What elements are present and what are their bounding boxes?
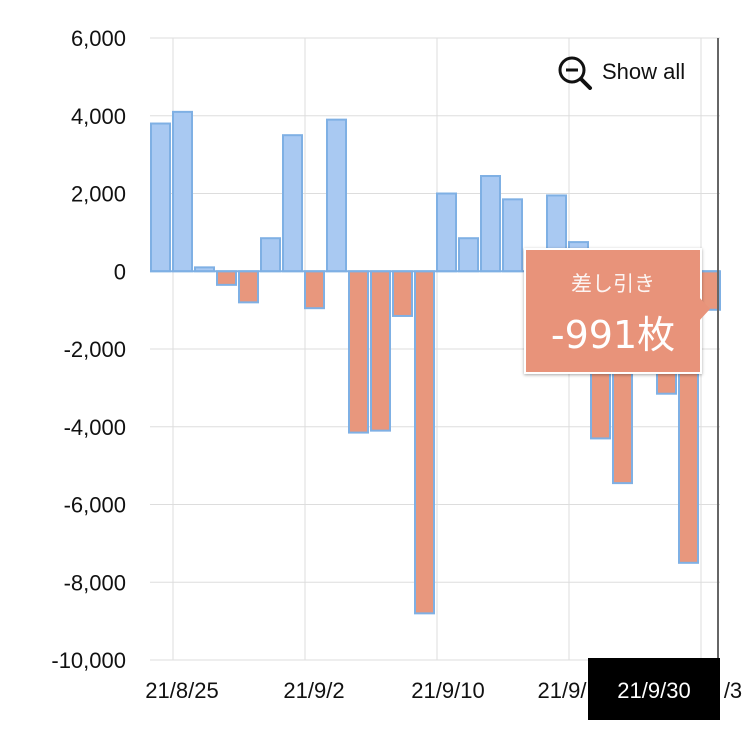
x-tick-label: /3 <box>724 678 742 703</box>
bar[interactable] <box>370 270 391 432</box>
bar[interactable] <box>304 270 325 310</box>
bar[interactable] <box>150 122 171 273</box>
tooltip: 差し引き -991枚 <box>524 248 702 374</box>
x-axis-labels: 21/8/25 21/9/2 21/9/10 21/9/ /3 <box>145 678 742 703</box>
y-tick-label: 0 <box>114 259 126 284</box>
bar[interactable] <box>282 134 303 273</box>
y-tick-label: -6,000 <box>64 493 126 518</box>
y-tick-label: -8,000 <box>64 570 126 595</box>
bar[interactable] <box>502 198 523 273</box>
x-tick-label: 21/9/ <box>538 678 588 703</box>
y-tick-label: 4,000 <box>71 104 126 129</box>
bar[interactable] <box>458 237 479 273</box>
tooltip-label: 差し引き <box>571 273 655 296</box>
y-tick-label: -10,000 <box>51 648 126 673</box>
tooltip-arrow <box>698 296 710 322</box>
bar[interactable] <box>172 110 193 273</box>
bar[interactable] <box>414 270 435 615</box>
zoom-out-icon <box>558 56 592 90</box>
bar[interactable] <box>348 270 369 434</box>
y-tick-label: 2,000 <box>71 182 126 207</box>
bar[interactable] <box>326 118 347 273</box>
x-tick-label: 21/8/25 <box>145 678 218 703</box>
bar[interactable] <box>436 192 457 273</box>
y-tick-label: -4,000 <box>64 415 126 440</box>
show-all-button[interactable]: Show all <box>556 54 685 90</box>
bar[interactable] <box>480 175 501 273</box>
tooltip-value: -991枚 <box>550 313 676 357</box>
show-all-label: Show all <box>602 59 686 84</box>
bar[interactable] <box>216 270 237 286</box>
bar[interactable] <box>238 270 259 304</box>
x-tick-label: 21/9/2 <box>283 678 344 703</box>
x-tick-label: 21/9/10 <box>411 678 484 703</box>
y-tick-label: -2,000 <box>64 337 126 362</box>
y-tick-label: 6,000 <box>71 26 126 51</box>
crosshair-x-label: 21/9/30 <box>588 658 720 720</box>
y-axis-labels: 6,000 4,000 2,000 0 -2,000 -4,000 -6,000 -8,000… <box>51 26 126 673</box>
bar[interactable] <box>260 237 281 273</box>
bar[interactable] <box>392 270 413 317</box>
